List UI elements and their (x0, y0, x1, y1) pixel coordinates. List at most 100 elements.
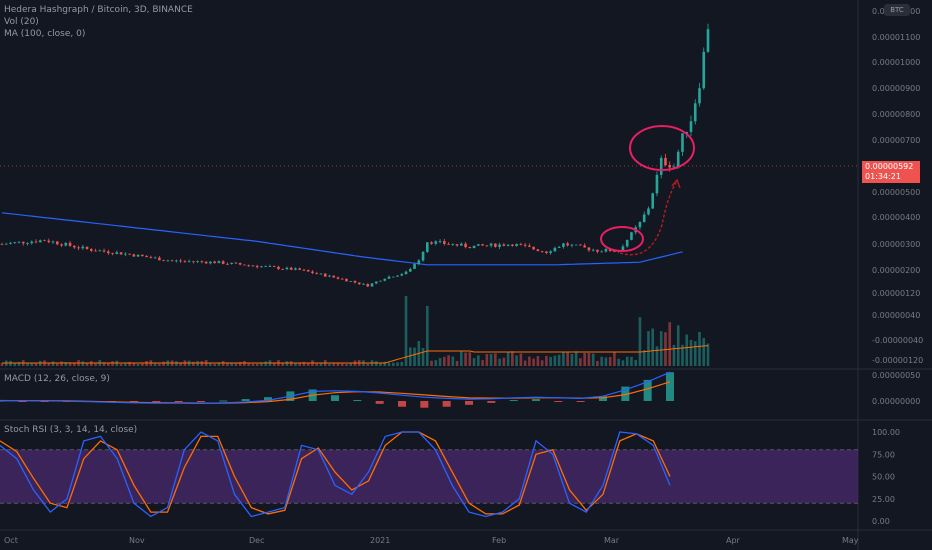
volume-bar (64, 362, 68, 366)
candle-body (132, 254, 136, 257)
volume-bar (655, 346, 659, 366)
candle-body (536, 249, 540, 252)
vol-legend[interactable]: Vol (20) (4, 17, 39, 27)
price-axis-label: 0.00000200 (872, 266, 920, 275)
volume-bar (272, 363, 276, 366)
volume-bar (391, 362, 395, 366)
volume-bar (426, 306, 429, 366)
volume-bar (693, 341, 697, 366)
volume-bar (332, 362, 336, 366)
last-price-countdown: 01:34:21 (865, 172, 901, 181)
volume-bar (68, 362, 72, 366)
candle-body (277, 266, 280, 270)
ma-legend[interactable]: MA (100, close, 0) (4, 29, 86, 39)
volume-bar (689, 339, 693, 366)
candle-body (98, 250, 102, 252)
volume-bar (528, 356, 531, 366)
volume-bar (647, 331, 650, 366)
candle-body (681, 133, 684, 152)
volume-bar (506, 351, 510, 366)
macd-hist-bar (509, 400, 518, 402)
volume-bar (396, 362, 399, 366)
candle-body (557, 246, 561, 248)
volume-bar (455, 360, 459, 366)
ma-line (1, 212, 683, 266)
candle-body (464, 243, 467, 248)
candle-body (68, 242, 72, 246)
annotation-arrow-path (619, 182, 677, 256)
candle-body (30, 241, 34, 244)
candle-body (217, 261, 221, 264)
volume-bar (489, 353, 493, 366)
volume-bar (642, 350, 646, 366)
volume-bars (0, 296, 710, 366)
volume-bar (94, 362, 97, 366)
candle-body (621, 246, 625, 252)
candle-body (562, 243, 565, 247)
candle-body (404, 271, 408, 275)
candle-body (698, 88, 701, 104)
stoch-axis-label: 100.00 (872, 428, 900, 437)
candle-body (336, 277, 340, 279)
macd-hist-bar (353, 400, 362, 402)
currency-badge[interactable]: BTC (884, 4, 910, 16)
candle-body (383, 278, 387, 281)
volume-bar (579, 358, 582, 366)
volume-bar (319, 363, 323, 366)
volume-bar (102, 362, 106, 366)
main-legend: Hedera Hashgraph / Bitcoin, 3D, BINANCE … (4, 4, 193, 40)
last-price-label: 0.00000592 01:34:21 (862, 161, 920, 183)
candle-body (379, 280, 382, 282)
macd-legend[interactable]: MACD (12, 26, close, 9) (4, 374, 110, 384)
stoch-axis-label: 50.00 (872, 473, 895, 482)
volume-ma-line (2, 345, 709, 364)
volume-bar (570, 353, 574, 366)
macd-hist-bar (219, 400, 228, 402)
volume-bar (404, 296, 408, 366)
last-price-value: 0.00000592 (865, 162, 914, 171)
candle-body (668, 165, 672, 168)
volume-bar (306, 363, 310, 366)
volume-bar (213, 363, 216, 366)
candle-body (315, 273, 319, 274)
stoch-legend[interactable]: Stoch RSI (3, 3, 14, 14, close) (4, 425, 138, 435)
candle-body (519, 243, 523, 245)
candle-body (192, 261, 195, 263)
volume-bar (608, 357, 612, 366)
candle-body (247, 265, 250, 267)
annotation-ellipse-small (600, 226, 644, 252)
macd-hist-bar (465, 401, 473, 405)
volume-bar (477, 355, 480, 366)
candle-body (94, 250, 97, 252)
candle-body (426, 242, 429, 252)
candle-body (187, 261, 191, 263)
volume-bar (583, 353, 586, 366)
price-axis-label: 0.00000040 (872, 311, 920, 320)
macd-hist-bar (152, 401, 161, 403)
candle-body (345, 278, 348, 282)
volume-bar (162, 361, 165, 366)
volume-bar (536, 356, 540, 366)
price-axis-label: -0.00000040 (872, 336, 923, 345)
volume-bar (613, 351, 616, 366)
volume-bar (345, 363, 348, 366)
candle-body (340, 278, 344, 280)
candle-body (243, 264, 246, 266)
volume-bar (625, 356, 629, 366)
symbol-title[interactable]: Hedera Hashgraph / Bitcoin, 3D, BINANCE (4, 5, 193, 15)
candle-body (64, 242, 68, 246)
candle-body (396, 275, 399, 277)
volume-bar (264, 361, 267, 366)
volume-bar (255, 363, 259, 366)
volume-bar (549, 356, 552, 366)
volume-bar (634, 360, 637, 366)
candle-body (234, 262, 238, 264)
volume-bar (179, 362, 182, 366)
candle-body (438, 241, 442, 242)
volume-bar (374, 361, 378, 366)
candle-body (51, 241, 55, 243)
candle-body (506, 244, 510, 246)
price-axis-label: 0.00000800 (872, 110, 920, 119)
price-axis-label: 0.00000900 (872, 84, 920, 93)
